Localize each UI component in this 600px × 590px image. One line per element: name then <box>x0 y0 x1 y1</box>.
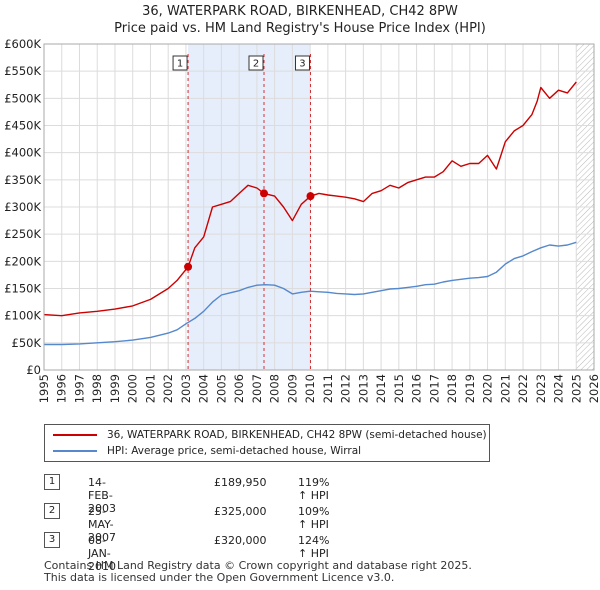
y-tick-label: £550K <box>4 64 41 78</box>
x-tick-label: 2019 <box>463 374 477 403</box>
x-tick-label: 2007 <box>250 374 264 403</box>
legend-label-property: 36, WATERPARK ROAD, BIRKENHEAD, CH42 8PW… <box>107 429 487 441</box>
y-tick-label: £600K <box>4 37 41 51</box>
x-tick-label: 2003 <box>179 374 193 403</box>
footer-copyright: Contains HM Land Registry data © Crown c… <box>44 559 472 572</box>
legend-swatch-hpi <box>53 450 97 452</box>
x-tick-label: 2015 <box>392 374 406 403</box>
x-tick-label: 2006 <box>232 374 246 403</box>
sale-hpi-change: 119% ↑ HPI <box>298 476 330 502</box>
x-tick-label: 2001 <box>143 374 157 403</box>
legend-label-hpi: HPI: Average price, semi-detached house,… <box>107 445 362 457</box>
legend-item-hpi: HPI: Average price, semi-detached house,… <box>53 443 361 459</box>
x-tick-label: 2023 <box>534 374 548 403</box>
y-tick-label: £450K <box>4 119 41 133</box>
x-tick-label: 1995 <box>37 374 51 403</box>
y-tick-label: £500K <box>4 91 41 105</box>
sale-date: 08-JAN-2010 <box>88 534 116 573</box>
legend-swatch-property <box>53 434 97 436</box>
x-tick-label: 2008 <box>268 374 282 403</box>
chart-title: 36, WATERPARK ROAD, BIRKENHEAD, CH42 8PW <box>142 4 458 19</box>
x-tick-label: 2000 <box>126 374 140 403</box>
x-tick-label: 2005 <box>214 374 228 403</box>
x-tick-label: 1998 <box>90 374 104 403</box>
x-tick-label: 2010 <box>303 374 317 403</box>
sale-price: £189,950 <box>214 476 267 489</box>
x-tick-label: 2016 <box>410 374 424 403</box>
sale-price: £325,000 <box>214 505 267 518</box>
legend-item-property: 36, WATERPARK ROAD, BIRKENHEAD, CH42 8PW… <box>53 427 487 443</box>
x-tick-label: 1999 <box>108 374 122 403</box>
x-tick-label: 2017 <box>427 374 441 403</box>
sale-date: 14-FEB-2003 <box>88 476 116 515</box>
x-tick-label: 2009 <box>285 374 299 403</box>
sale-marker: 3 <box>44 532 60 548</box>
sale-hpi-change: 124% ↑ HPI <box>298 534 330 560</box>
y-tick-label: £50K <box>12 336 42 350</box>
sale-date: 25-MAY-2007 <box>88 505 116 544</box>
sale-point <box>306 192 315 201</box>
footer: Contains HM Land Registry data © Crown c… <box>44 560 472 584</box>
x-tick-label: 2021 <box>498 374 512 403</box>
sale-marker: 1 <box>44 474 60 490</box>
x-tick-label: 1997 <box>72 374 86 403</box>
x-tick-label: 2026 <box>587 374 600 403</box>
sale-hpi-change: 109% ↑ HPI <box>298 505 330 531</box>
x-tick-label: 2024 <box>552 374 566 403</box>
sale-marker-box <box>294 55 310 71</box>
x-tick-label: 2018 <box>445 374 459 403</box>
x-tick-label: 2011 <box>321 374 335 403</box>
price-chart: 1 2 3 £0 £50K £100K £150K £200K £250K £300K £350K… <box>4 37 600 403</box>
sale-marker: 2 <box>44 503 60 519</box>
x-tick-label: 2022 <box>516 374 530 403</box>
y-tick-label: £300K <box>4 200 41 214</box>
y-tick-label: £350K <box>4 173 41 187</box>
y-tick-label: £200K <box>4 254 41 268</box>
sale-point <box>260 189 268 198</box>
y-tick-label: £150K <box>4 282 41 296</box>
x-tick-label: 2025 <box>569 374 583 403</box>
x-tick-label: 2004 <box>197 374 211 403</box>
x-tick-label: 2012 <box>339 374 353 403</box>
y-tick-label: £0 <box>26 363 41 377</box>
x-tick-label: 2002 <box>161 374 175 403</box>
sale-marker-label: 3 <box>299 59 305 70</box>
hpi-line <box>44 241 577 346</box>
legend: 36, WATERPARK ROAD, BIRKENHEAD, CH42 8PW… <box>44 424 490 462</box>
chart-subtitle: Price paid vs. HM Land Registry's House … <box>114 21 486 36</box>
y-tick-label: £250K <box>4 227 41 241</box>
plot-frame <box>43 43 595 371</box>
footer-licence: This data is licensed under the Open Gov… <box>44 571 395 584</box>
y-tick-label: £400K <box>4 146 41 160</box>
x-tick-label: 1996 <box>55 374 69 403</box>
sale-price: £320,000 <box>214 534 267 547</box>
y-tick-label: £100K <box>4 309 41 323</box>
x-tick-label: 2014 <box>374 374 388 403</box>
sale-marker-label: 2 <box>253 59 259 70</box>
x-tick-label: 2013 <box>356 374 370 403</box>
sale-marker-box <box>248 55 264 71</box>
sale-point <box>184 262 193 271</box>
sale-marker-label: 1 <box>177 59 183 70</box>
x-tick-label: 2020 <box>481 374 495 403</box>
sale-marker-box <box>172 55 188 71</box>
